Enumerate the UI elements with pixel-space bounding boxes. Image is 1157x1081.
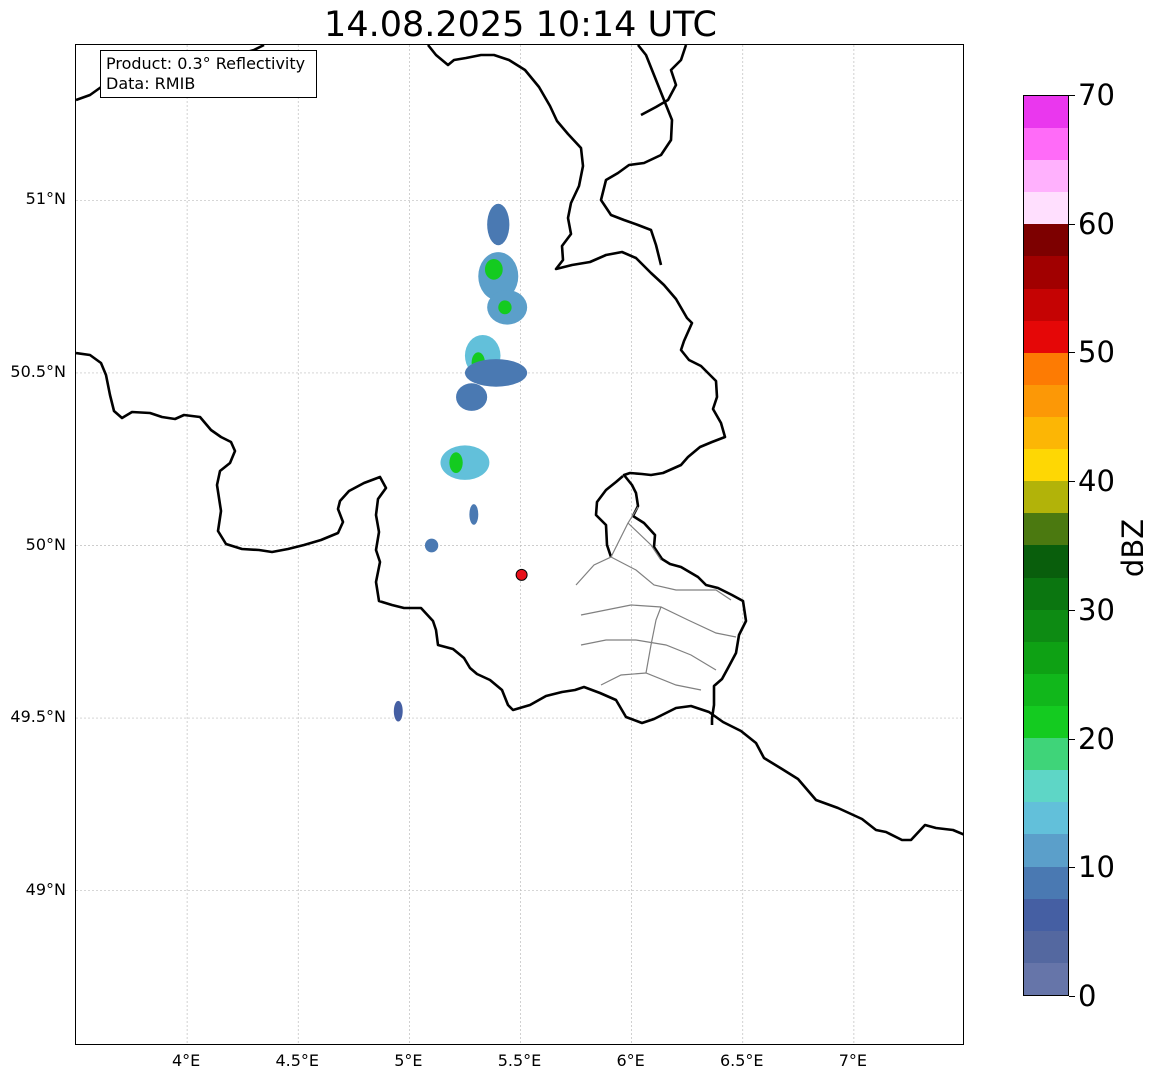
colorbar xyxy=(1023,95,1069,996)
colorbar-segment xyxy=(1024,834,1068,867)
colorbar-segment xyxy=(1024,224,1068,257)
admin-line-6 xyxy=(600,672,702,691)
colorbar-tick-mark xyxy=(1069,95,1075,96)
colorbar-segment xyxy=(1024,192,1068,225)
colorbar-segment xyxy=(1024,802,1068,835)
colorbar-unit-label: dBZ xyxy=(1116,518,1150,578)
radar-echo-cell xyxy=(456,383,488,411)
admin-line-3 xyxy=(627,522,662,561)
colorbar-segment xyxy=(1024,384,1068,418)
longitude-tick-label: 6°E xyxy=(616,1051,645,1070)
map-canvas xyxy=(76,45,963,1044)
colorbar-segment xyxy=(1024,898,1068,931)
border-line-west xyxy=(76,351,963,842)
colorbar-tick-label: 30 xyxy=(1078,592,1115,627)
latitude-tick-label: 50°N xyxy=(25,534,66,554)
colorbar-segment xyxy=(1024,673,1068,707)
colorbar-tick-label: 0 xyxy=(1078,979,1097,1013)
border-line-east xyxy=(426,45,748,725)
map-title: 14.08.2025 10:14 UTC xyxy=(324,5,717,45)
colorbar-segment xyxy=(1024,641,1068,674)
radar-echo-cell xyxy=(393,700,403,722)
colorbar-segment xyxy=(1024,160,1068,193)
colorbar-tick-mark xyxy=(1069,352,1075,354)
radar-site-layer xyxy=(515,568,528,581)
colorbar-segment xyxy=(1024,320,1068,353)
admin-line-7 xyxy=(645,606,662,674)
latitude-tick-label: 51°N xyxy=(25,189,66,209)
colorbar-segment xyxy=(1024,866,1068,899)
longitude-tick-label: 5.5°E xyxy=(497,1051,542,1070)
admin-line-9 xyxy=(580,604,632,616)
border-line-lux xyxy=(594,475,624,558)
colorbar-segment xyxy=(1024,449,1068,482)
admin-borders xyxy=(575,506,737,691)
colorbar-segment xyxy=(1024,770,1068,803)
country-borders xyxy=(76,45,963,842)
admin-line-5 xyxy=(635,639,717,671)
latitude-tick-label: 49°N xyxy=(25,879,66,899)
colorbar-segment xyxy=(1024,256,1068,289)
colorbar-tick-label: 50 xyxy=(1078,335,1115,370)
radar-site-marker[interactable] xyxy=(515,568,528,581)
latitude-tick-label: 49.5°N xyxy=(10,707,66,727)
colorbar-segment xyxy=(1024,962,1068,995)
longitude-tick-label: 4.5°E xyxy=(275,1051,320,1070)
colorbar-tick-mark xyxy=(1069,738,1075,740)
product-label: Product: 0.3° Reflectivity xyxy=(106,54,306,73)
radar-echo-cell xyxy=(487,203,510,246)
colorbar-tick-mark xyxy=(1069,609,1075,611)
colorbar-segment xyxy=(1024,930,1068,963)
colorbar-tick-label: 70 xyxy=(1078,78,1115,112)
colorbar-tick-label: 20 xyxy=(1078,721,1115,756)
radar-echo-cell xyxy=(449,452,463,474)
colorbar-segment xyxy=(1024,738,1068,771)
colorbar-segment xyxy=(1024,577,1068,610)
radar-echo-cell xyxy=(469,504,479,525)
radar-echo-cell xyxy=(484,259,503,280)
graticule xyxy=(76,45,963,1044)
colorbar-segment xyxy=(1024,128,1068,161)
colorbar-tick-mark xyxy=(1069,996,1075,997)
colorbar-segment xyxy=(1024,417,1068,450)
data-source-label: Data: RMIB xyxy=(106,74,196,93)
latitude-tick-label: 50.5°N xyxy=(10,361,66,381)
longitude-tick-label: 5°E xyxy=(394,1051,423,1070)
admin-line-8 xyxy=(580,639,636,646)
colorbar-tick-label: 10 xyxy=(1078,850,1115,885)
colorbar-segment xyxy=(1024,95,1068,129)
admin-line-2 xyxy=(610,556,732,601)
colorbar-segment xyxy=(1024,352,1068,385)
radar-echo-cell xyxy=(498,300,512,315)
colorbar-segment xyxy=(1024,545,1068,578)
radar-echo-cell xyxy=(440,445,490,480)
colorbar-tick-label: 60 xyxy=(1078,206,1115,241)
border-line-rhine xyxy=(640,45,688,117)
colorbar-segment xyxy=(1024,288,1068,321)
colorbar-tick-mark xyxy=(1069,223,1075,225)
colorbar-tick-mark xyxy=(1069,867,1075,869)
colorbar-segment xyxy=(1024,481,1068,514)
colorbar-segment xyxy=(1024,706,1068,739)
longitude-tick-label: 6.5°E xyxy=(719,1051,764,1070)
radar-map[interactable] xyxy=(75,44,964,1045)
colorbar-segment xyxy=(1024,513,1068,546)
admin-line-4 xyxy=(630,604,737,638)
longitude-tick-label: 4°E xyxy=(171,1051,201,1070)
colorbar-segment xyxy=(1024,609,1068,642)
radar-echoes xyxy=(393,203,528,722)
longitude-tick-label: 7°E xyxy=(838,1051,868,1070)
admin-line-1 xyxy=(575,506,639,586)
colorbar-tick-label: 40 xyxy=(1078,464,1115,499)
colorbar-tick-mark xyxy=(1069,481,1075,483)
radar-echo-cell xyxy=(464,359,528,387)
radar-echo-cell xyxy=(424,538,439,553)
border-line-ne xyxy=(599,45,674,266)
product-info-box: Product: 0.3° Reflectivity Data: RMIB xyxy=(100,50,317,98)
